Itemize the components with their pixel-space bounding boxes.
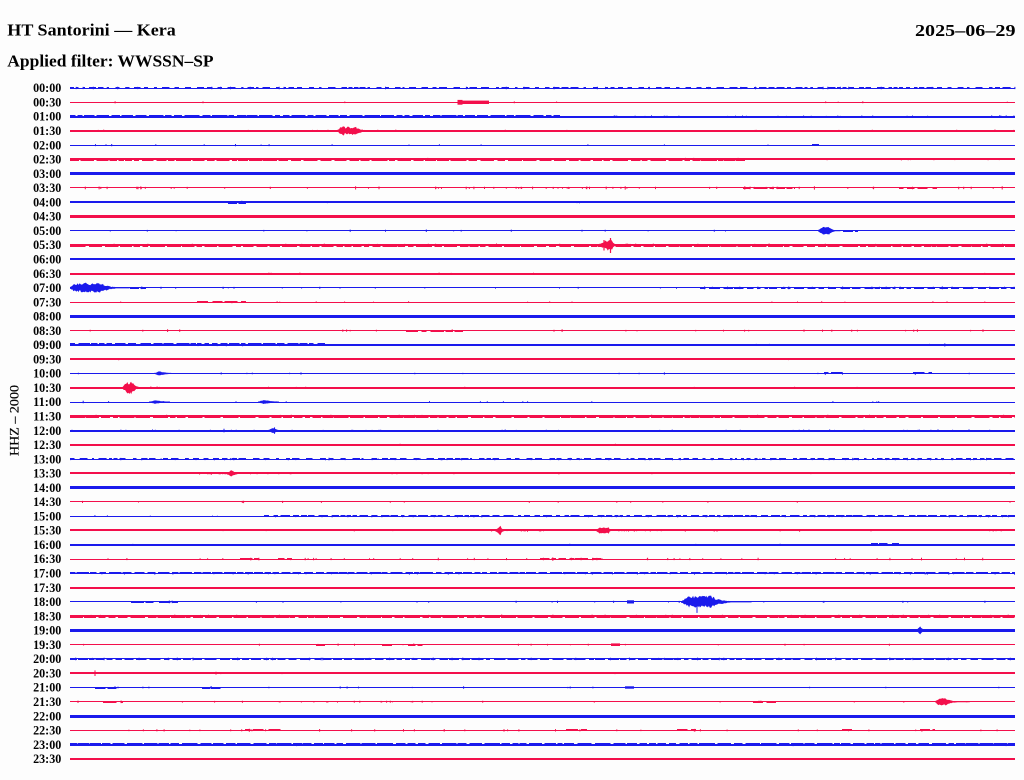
svg-text:18:30: 18:30 — [33, 608, 61, 623]
svg-text:HT Santorini — Kera: HT Santorini — Kera — [7, 20, 176, 39]
svg-text:01:30: 01:30 — [33, 123, 61, 138]
svg-text:20:00: 20:00 — [33, 651, 61, 666]
svg-text:12:30: 12:30 — [33, 437, 61, 452]
svg-text:11:00: 11:00 — [33, 394, 61, 409]
svg-text:13:30: 13:30 — [33, 466, 61, 481]
svg-text:14:30: 14:30 — [33, 494, 61, 509]
svg-text:02:30: 02:30 — [33, 152, 61, 167]
svg-text:09:30: 09:30 — [33, 351, 61, 366]
svg-text:04:00: 04:00 — [33, 194, 61, 209]
svg-text:17:00: 17:00 — [33, 566, 61, 581]
svg-text:16:30: 16:30 — [33, 551, 61, 566]
svg-text:11:30: 11:30 — [33, 409, 61, 424]
svg-text:05:00: 05:00 — [33, 223, 61, 238]
svg-text:Applied filter: WWSSN–SP: Applied filter: WWSSN–SP — [7, 51, 213, 70]
svg-text:23:30: 23:30 — [33, 751, 61, 766]
svg-text:04:30: 04:30 — [33, 209, 61, 224]
svg-text:06:00: 06:00 — [33, 252, 61, 267]
svg-text:01:00: 01:00 — [33, 109, 61, 124]
svg-text:06:30: 06:30 — [33, 266, 61, 281]
svg-text:22:30: 22:30 — [33, 723, 61, 738]
svg-text:08:00: 08:00 — [33, 309, 61, 324]
svg-text:20:30: 20:30 — [33, 665, 61, 680]
svg-text:13:00: 13:00 — [33, 451, 61, 466]
svg-text:19:30: 19:30 — [33, 637, 61, 652]
svg-text:10:00: 10:00 — [33, 366, 61, 381]
svg-text:03:30: 03:30 — [33, 180, 61, 195]
svg-text:15:30: 15:30 — [33, 523, 61, 538]
svg-text:HHZ – 2000: HHZ – 2000 — [7, 385, 22, 456]
svg-text:08:30: 08:30 — [33, 323, 61, 338]
svg-text:18:00: 18:00 — [33, 594, 61, 609]
svg-text:22:00: 22:00 — [33, 708, 61, 723]
svg-text:15:00: 15:00 — [33, 508, 61, 523]
svg-text:23:00: 23:00 — [33, 737, 61, 752]
svg-text:17:30: 17:30 — [33, 580, 61, 595]
svg-text:16:00: 16:00 — [33, 537, 61, 552]
svg-text:00:30: 00:30 — [33, 95, 61, 110]
svg-text:2025–06–29: 2025–06–29 — [915, 21, 1016, 40]
svg-text:19:00: 19:00 — [33, 623, 61, 638]
svg-text:02:00: 02:00 — [33, 137, 61, 152]
svg-text:21:30: 21:30 — [33, 694, 61, 709]
svg-text:09:00: 09:00 — [33, 337, 61, 352]
svg-text:14:00: 14:00 — [33, 480, 61, 495]
svg-text:10:30: 10:30 — [33, 380, 61, 395]
svg-text:05:30: 05:30 — [33, 237, 61, 252]
svg-text:00:00: 00:00 — [33, 80, 61, 95]
svg-text:12:00: 12:00 — [33, 423, 61, 438]
svg-text:21:00: 21:00 — [33, 680, 61, 695]
svg-text:07:30: 07:30 — [33, 294, 61, 309]
svg-text:07:00: 07:00 — [33, 280, 61, 295]
svg-text:03:00: 03:00 — [33, 166, 61, 181]
